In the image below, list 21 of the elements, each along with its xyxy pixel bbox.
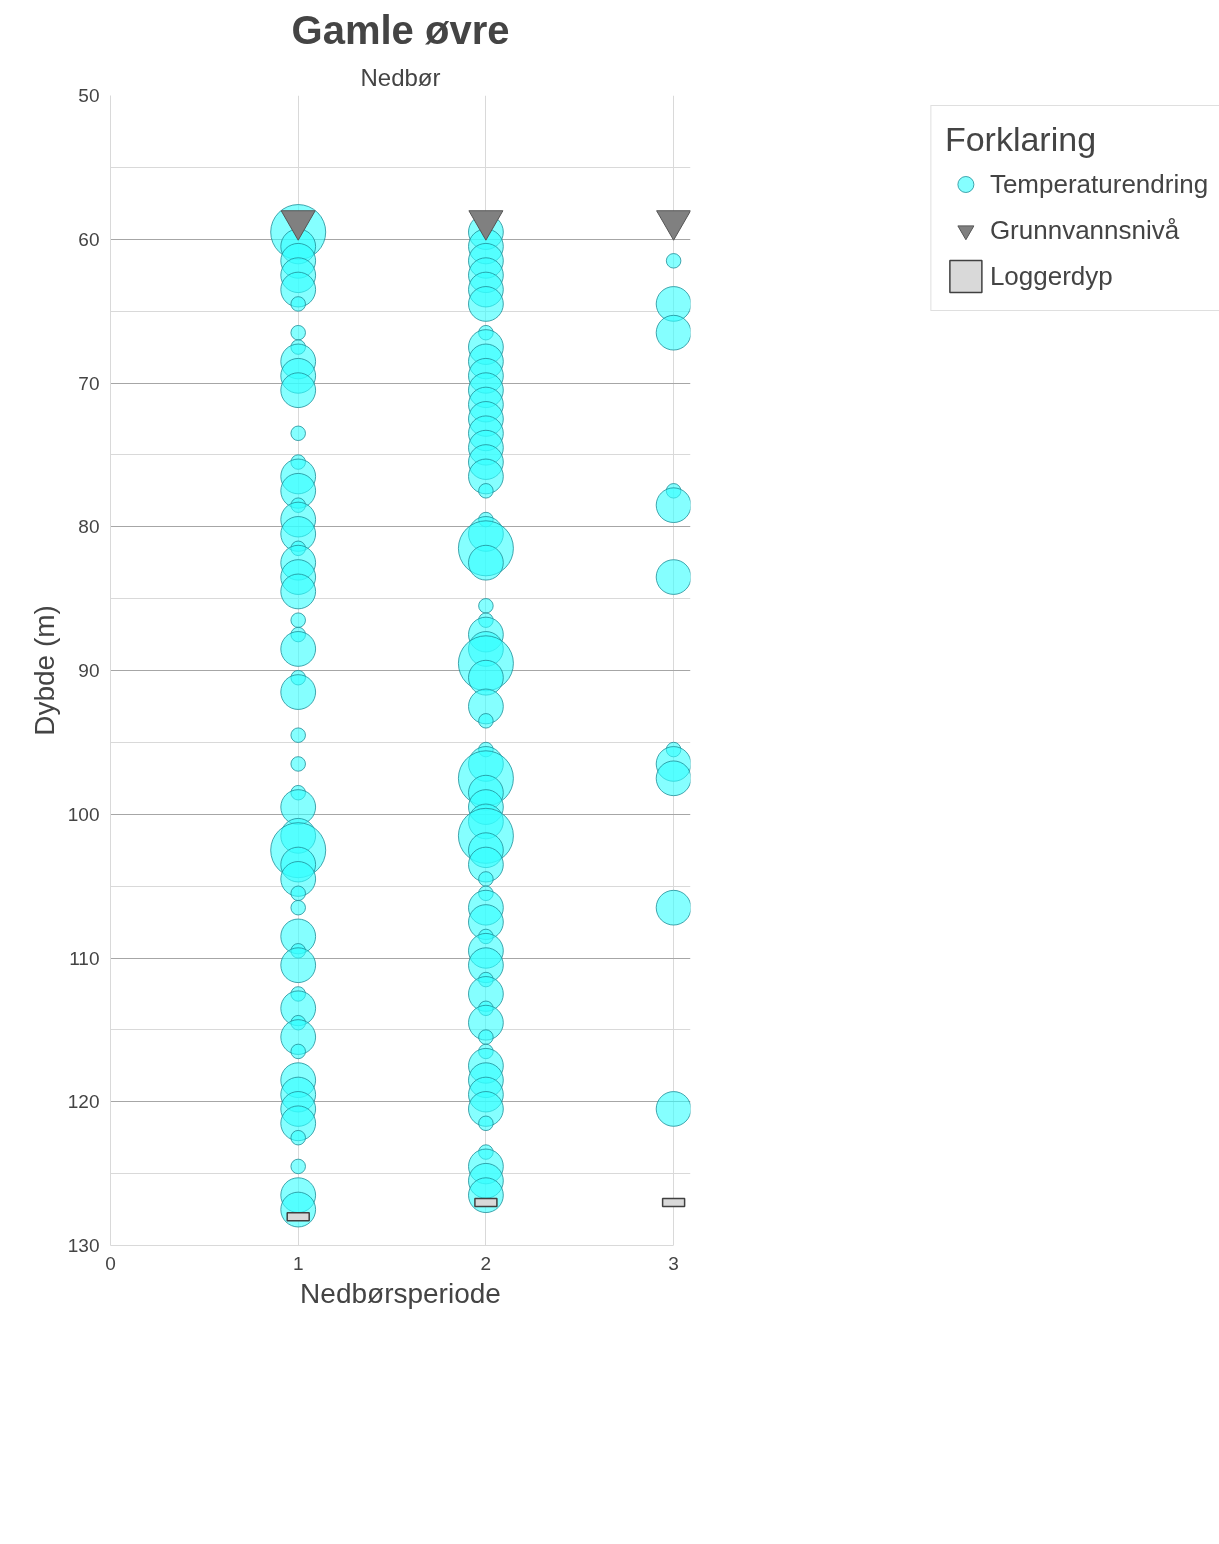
legend-title: Forklaring (944, 120, 1098, 159)
y-tick-label: 80 (78, 516, 100, 538)
x-tick-label: 1 (292, 1252, 304, 1274)
legend-label: Grunnvannsnivå (989, 214, 1180, 246)
y-tick-label: 100 (67, 803, 100, 825)
legend-label: Temperaturendring (989, 168, 1209, 200)
y-tick-label: 70 (78, 372, 100, 394)
y-axis-title: Dybde (m) (28, 605, 60, 736)
y-tick-label: 60 (78, 228, 100, 250)
y-tick-label: 110 (69, 947, 100, 969)
y-tick-label: 90 (78, 660, 100, 681)
x-axis-title: Nedbørsperiode (300, 1277, 501, 1309)
legend-label: Loggerdyp (989, 260, 1113, 292)
y-tick-label: 130 (67, 1235, 100, 1256)
x-tick-label: 2 (480, 1252, 492, 1274)
chart-subtitle: Nedbør (360, 63, 441, 91)
x-tick-label: 3 (668, 1252, 679, 1274)
y-tick-label: 50 (78, 85, 100, 106)
y-tick-label: 120 (67, 1091, 100, 1113)
chart-title: Gamle øvre (291, 7, 510, 52)
x-tick-label: 0 (105, 1252, 116, 1274)
